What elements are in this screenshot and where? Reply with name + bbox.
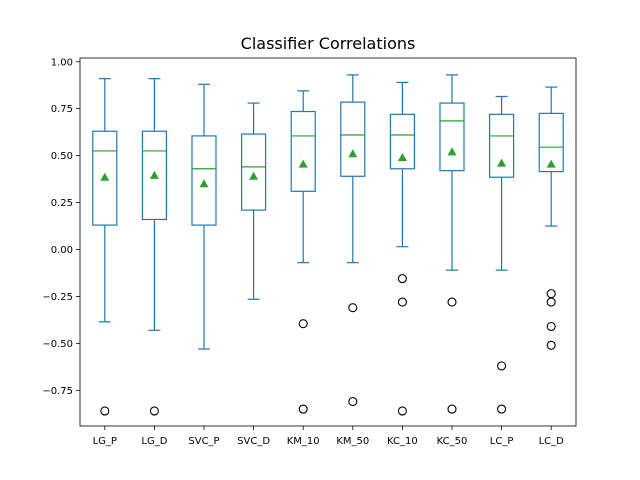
y-tick-label: −0.25 (42, 292, 73, 303)
box (389, 113, 415, 170)
box (439, 102, 465, 172)
x-tick-label: SVC_P (188, 436, 219, 447)
mean-marker (199, 179, 209, 188)
chart-title: Classifier Correlations (241, 34, 416, 53)
mean-marker (497, 158, 507, 167)
outlier-point (546, 297, 556, 307)
outlier-point (348, 303, 358, 313)
outlier-point (447, 297, 457, 307)
mean-marker (397, 153, 407, 162)
outlier-point (447, 404, 457, 414)
plot-area: −0.75 −0.50 −0.25 0.00 0.25 0.50 0.75 1.00 LG_P L… (42, 57, 564, 447)
y-tick-label: 0.00 (51, 245, 73, 256)
outlier-point (497, 361, 507, 371)
outlier-point (497, 404, 507, 414)
box (141, 130, 167, 221)
mean-marker (447, 147, 457, 156)
x-tick-label: KC_10 (387, 436, 418, 447)
outlier-point (298, 404, 308, 414)
y-tick-label: 0.50 (51, 151, 73, 162)
plot-frame (79, 57, 577, 427)
outlier-point (348, 397, 358, 407)
y-tick-label: 1.00 (51, 57, 73, 68)
outlier-point (397, 297, 407, 307)
mean-marker (149, 170, 159, 179)
outlier-point (149, 406, 159, 416)
x-tick-label: LG_D (141, 436, 167, 447)
box (340, 101, 366, 177)
box (489, 113, 515, 178)
box (290, 110, 316, 192)
outlier-point (397, 406, 407, 416)
mean-marker (298, 159, 308, 168)
box (92, 130, 118, 226)
mean-marker (100, 172, 110, 181)
x-tick-label: KM_50 (336, 436, 369, 447)
mean-marker (546, 159, 556, 168)
outlier-point (546, 289, 556, 299)
x-tick-label: LC_P (490, 436, 514, 447)
outlier-point (298, 319, 308, 329)
y-tick-label: 0.25 (51, 198, 73, 209)
x-tick-label: KC_50 (437, 436, 468, 447)
outlier-point (100, 406, 110, 416)
outlier-point (397, 274, 407, 284)
x-tick-label: LC_D (539, 436, 565, 447)
x-tick-label: KM_10 (287, 436, 320, 447)
mean-marker (249, 171, 259, 180)
outlier-point (546, 340, 556, 350)
box (538, 112, 564, 173)
x-tick-label: LG_P (93, 436, 117, 447)
outlier-point (546, 321, 556, 332)
box (191, 135, 217, 226)
x-tick-label: SVC_D (237, 436, 270, 447)
box (241, 133, 267, 211)
y-tick-label: −0.50 (42, 339, 73, 350)
y-tick-label: 0.75 (51, 104, 73, 115)
mean-marker (348, 149, 358, 158)
y-tick-label: −0.75 (42, 386, 73, 397)
